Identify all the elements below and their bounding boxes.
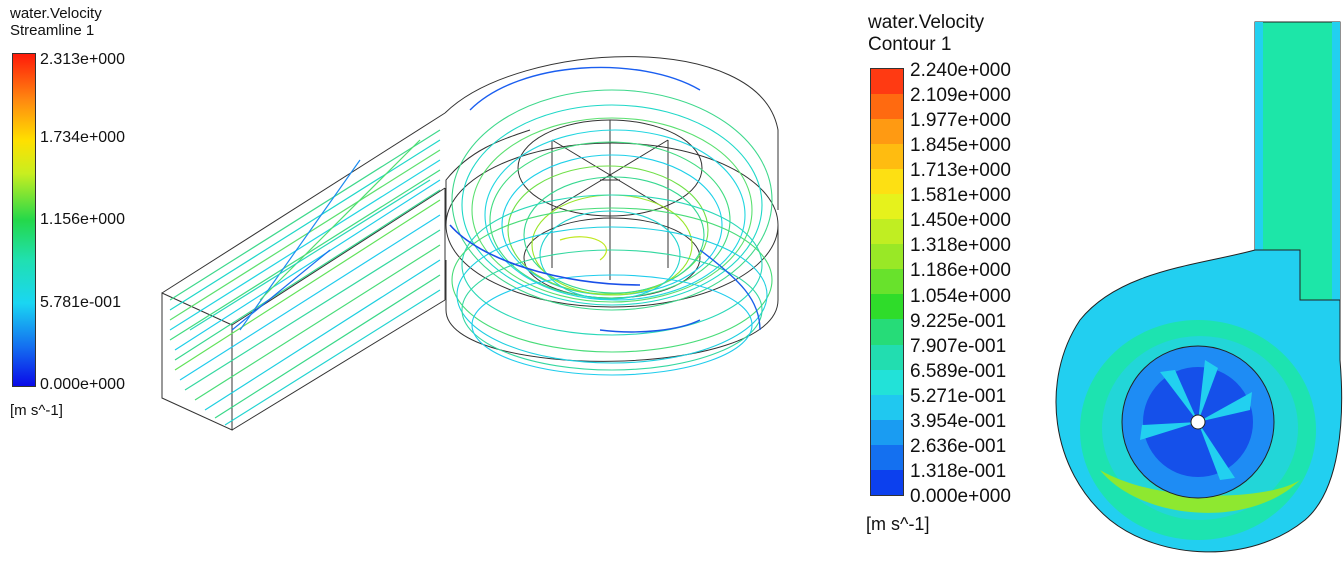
contour-legend-variable: water.Velocity [868,12,985,33]
contour-level-label: 1.845e+000 [910,135,1011,157]
contour-level-label: 5.271e-001 [910,385,1007,407]
contour-color-band [871,244,903,270]
contour-level-label: 7.907e-001 [910,335,1007,357]
contour-level-label: 1.186e+000 [910,260,1011,282]
contour-level-label: 1.581e+000 [910,185,1011,207]
streamline-tick-high: 1.734e+000 [40,129,125,146]
contour-color-band [871,219,903,245]
contour-level-label: 3.954e-001 [910,410,1007,432]
streamline-legend-variable: water.Velocity [10,5,102,22]
contour-color-band [871,269,903,295]
contour-color-band [871,294,903,320]
contour-color-band [871,394,903,420]
impeller-outline [517,119,703,299]
contour-color-band [871,169,903,195]
contour-unit: [m s^-1] [866,514,930,534]
contour-level-label: 6.589e-001 [910,360,1007,382]
inlet-duct-outline [161,112,446,431]
volute-casing-outline [444,56,779,362]
streamline-legend-title: Streamline 1 [10,22,95,39]
streamline-tick-min: 0.000e+000 [40,376,125,393]
contour-color-band [871,344,903,370]
contour-color-band [871,369,903,395]
contour-level-label: 2.240e+000 [910,60,1011,81]
contour-color-band [871,444,903,470]
contour-level-label: 1.318e+000 [910,235,1011,257]
contour-color-band [871,319,903,345]
contour-color-band [871,94,903,120]
contour-level-label: 1.977e+000 [910,110,1011,132]
contour-colorbar [870,68,904,496]
streamline-tick-mid: 1.156e+000 [40,211,125,228]
contour-color-band [871,69,903,95]
contour-level-label: 1.054e+000 [910,285,1011,307]
contour-color-band [871,194,903,220]
contour-level-label: 2.109e+000 [910,85,1011,107]
contour-level-label: 2.636e-001 [910,435,1007,457]
streamline-tick-max: 2.313e+000 [40,51,125,68]
contour-color-band [871,144,903,170]
streamline-tick-low: 5.781e-001 [40,294,121,311]
contour-color-band [871,419,903,445]
contour-color-band [871,119,903,145]
contour-level-label: 1.713e+000 [910,160,1011,182]
contour-level-label: 9.225e-001 [910,310,1007,332]
contour-level-label: 1.450e+000 [910,210,1011,232]
swirl-streamlines [449,66,773,376]
streamline-unit: [m s^-1] [10,402,63,419]
contour-color-band [871,469,903,495]
duct-streamlines [169,129,441,426]
contour-level-label: 0.000e+000 [910,486,1011,507]
contour-level-label: 1.318e-001 [910,460,1007,482]
volute-contour-plot [1055,21,1343,553]
streamline-colorbar [12,53,36,387]
contour-legend-title: Contour 1 [868,34,952,55]
